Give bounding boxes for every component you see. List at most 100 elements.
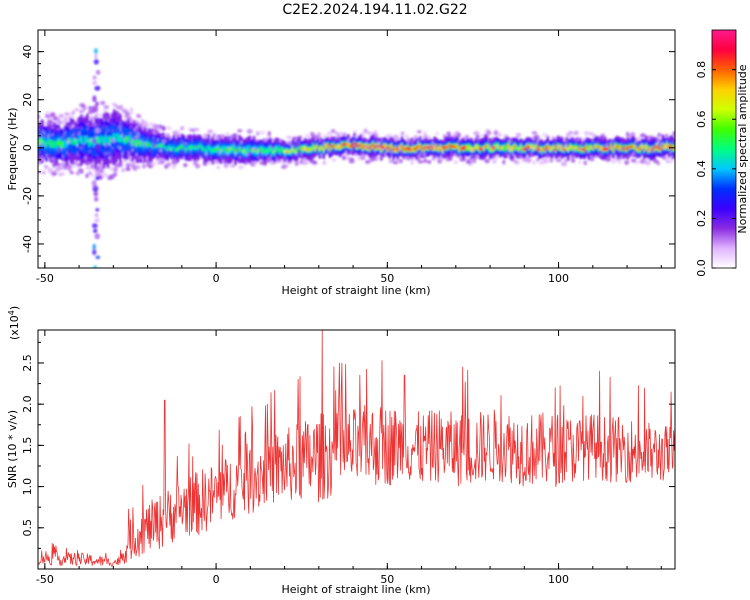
spectrogram-cell	[417, 160, 424, 164]
spectrogram-cell	[534, 145, 537, 150]
spectrogram-cell	[484, 158, 490, 164]
spectrogram-cell	[326, 131, 331, 136]
colorbar-label: Normalized spectral amplitude	[736, 64, 749, 233]
spectrogram-cell	[141, 140, 145, 148]
spectrogram-cell	[63, 139, 67, 148]
spectrogram-cell	[427, 160, 432, 164]
spectrogram-spur-cell	[94, 127, 101, 134]
spectrogram-cell	[197, 145, 200, 150]
spectrogram-cell	[75, 138, 79, 146]
spectrogram-cell	[640, 158, 647, 164]
spectrogram-cell	[174, 147, 178, 152]
snr-x-tick-label: 100	[548, 573, 569, 586]
spectrogram-cell	[502, 159, 506, 165]
colorbar-frame	[711, 29, 737, 269]
spectrogram-cell	[330, 144, 334, 149]
spectrogram-y-label: Frequency (Hz)	[6, 108, 19, 191]
spectrogram-cell	[392, 134, 399, 140]
spectrogram-cell	[449, 144, 453, 148]
spectrogram-cell	[486, 130, 492, 136]
spectrogram-cell	[373, 130, 378, 134]
spectrogram-cell	[584, 130, 589, 136]
spectrogram-cell	[468, 145, 472, 150]
spectrogram-spur-cell	[94, 85, 101, 91]
spectrogram-cell	[562, 147, 566, 152]
spectrogram-cell	[74, 120, 79, 124]
spectrogram-cell	[614, 144, 617, 148]
spectrogram-cell	[423, 134, 428, 139]
spectrogram-cell	[456, 144, 459, 148]
spectrogram-cell	[112, 172, 118, 177]
spectrogram-x-tick-label: 50	[380, 272, 394, 285]
spectrogram-cell	[207, 129, 214, 135]
spectrogram-cell	[322, 160, 327, 165]
spectrogram-cell	[102, 136, 106, 146]
spectrogram-cell	[386, 146, 389, 151]
spectrogram-y-tick-label: 40	[21, 45, 34, 59]
spectrogram-cell	[54, 119, 61, 124]
spectrogram-cell	[49, 112, 56, 118]
spectrogram-spur-cell	[95, 101, 99, 107]
spectrogram-cell	[639, 133, 647, 138]
spectrogram-cell	[61, 140, 65, 149]
spectrogram-cell	[501, 145, 504, 150]
spectrogram-cell	[59, 140, 63, 148]
spectrogram-cell	[48, 121, 53, 125]
spectrogram-spur-cell	[92, 95, 97, 103]
spectrogram-spur-cell	[92, 243, 96, 250]
spectrogram-cell	[636, 148, 640, 151]
spectrogram-cell	[421, 147, 424, 151]
spectrogram-cell	[282, 163, 289, 168]
spectrogram-cell	[478, 133, 484, 138]
spectrogram-cell	[260, 147, 264, 153]
spectrogram-cell	[180, 126, 185, 131]
spectrogram-cell	[469, 162, 473, 166]
spectrogram-cell	[447, 155, 453, 161]
spectrogram-cell	[549, 158, 554, 163]
spectrogram-cell	[203, 147, 206, 152]
spectrogram-cell	[664, 133, 669, 137]
spectrogram-cell	[427, 146, 430, 150]
spectrogram-cell	[87, 106, 93, 110]
spectrogram-spur-cell	[91, 179, 97, 187]
spectrogram-cell	[306, 147, 309, 152]
spectrogram-spur-cell	[94, 233, 101, 240]
spectrogram-cell	[42, 171, 46, 175]
snr-y-tick-label: 1.5	[21, 437, 34, 455]
spectrogram-cell	[103, 173, 109, 178]
spectrogram-cell	[291, 136, 298, 141]
spectrogram-cell	[162, 143, 165, 148]
spectrogram-cell	[66, 164, 73, 169]
spectrogram-cell	[84, 135, 87, 145]
spectrogram-cell	[334, 131, 339, 135]
spectrogram-cell	[223, 147, 227, 153]
spectrogram-cell	[314, 146, 317, 151]
spectrogram-cell	[587, 131, 594, 136]
spectrogram-cell	[669, 144, 673, 149]
spectrogram-cell	[162, 126, 166, 131]
spectrogram-cell	[367, 131, 372, 136]
spectrogram-cell	[51, 171, 58, 176]
spectrogram-cell	[437, 159, 443, 164]
spectrogram-cell	[543, 158, 549, 164]
spectrogram-cell	[466, 145, 469, 150]
spectrogram-cell	[283, 150, 287, 154]
spectrogram-cell	[345, 142, 348, 147]
spectrogram-cell	[347, 142, 350, 147]
colorbar-tick-label: 0.4	[695, 160, 708, 178]
spectrogram-cell	[280, 161, 285, 165]
spectrogram-cell	[49, 139, 52, 148]
spectrogram-cell	[57, 167, 63, 171]
spectrogram-cell	[630, 132, 636, 137]
snr-series-line	[38, 330, 675, 567]
spectrogram-cell	[237, 129, 243, 133]
spectrogram-cell	[186, 146, 190, 150]
snr-y-tick-label: 0.5	[21, 519, 34, 537]
spectrogram-cell	[365, 145, 369, 149]
spectrogram-cell	[238, 164, 245, 170]
spectrogram-cell	[606, 156, 612, 162]
spectrogram-cell	[359, 143, 363, 147]
spectrogram-cell	[88, 170, 93, 176]
spectrogram-cell	[305, 133, 310, 139]
spectrogram-cell	[475, 154, 480, 158]
